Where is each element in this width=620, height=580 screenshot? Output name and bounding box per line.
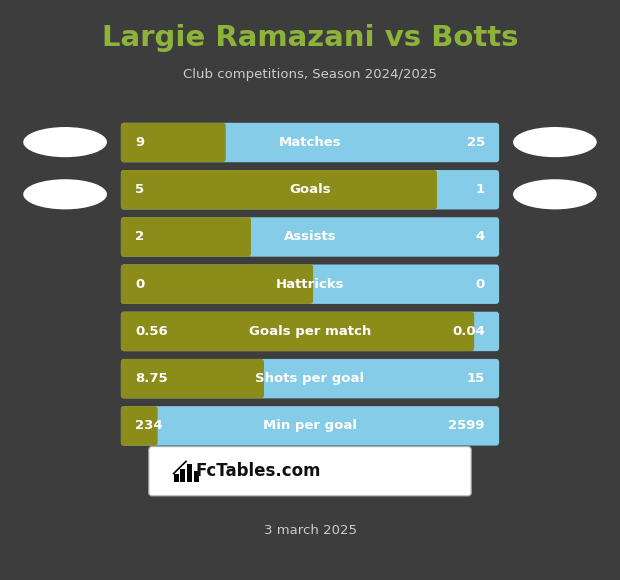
Bar <box>456 314 471 348</box>
Text: 8.75: 8.75 <box>135 372 168 385</box>
Text: Min per goal: Min per goal <box>263 419 357 432</box>
Text: 9: 9 <box>135 136 144 149</box>
Text: 1: 1 <box>476 183 485 196</box>
Text: Hattricks: Hattricks <box>276 278 344 291</box>
Text: 3 march 2025: 3 march 2025 <box>264 524 356 537</box>
Bar <box>194 471 199 481</box>
Text: Matches: Matches <box>278 136 342 149</box>
FancyBboxPatch shape <box>121 359 264 398</box>
FancyBboxPatch shape <box>121 311 499 351</box>
Text: 2: 2 <box>135 230 144 244</box>
Bar <box>180 469 185 481</box>
Bar <box>246 362 261 396</box>
FancyBboxPatch shape <box>121 170 499 209</box>
Text: 0: 0 <box>476 278 485 291</box>
Bar <box>294 267 310 301</box>
FancyBboxPatch shape <box>121 406 499 445</box>
FancyBboxPatch shape <box>121 123 226 162</box>
Text: 4: 4 <box>476 230 485 244</box>
Bar <box>174 473 179 481</box>
Text: 0.04: 0.04 <box>452 325 485 338</box>
Text: Club competitions, Season 2024/2025: Club competitions, Season 2024/2025 <box>183 68 437 81</box>
FancyBboxPatch shape <box>121 406 157 445</box>
FancyBboxPatch shape <box>121 311 474 351</box>
FancyBboxPatch shape <box>121 264 313 304</box>
Bar <box>187 464 192 481</box>
Text: 2599: 2599 <box>448 419 485 432</box>
Text: Goals per match: Goals per match <box>249 325 371 338</box>
FancyBboxPatch shape <box>121 218 251 257</box>
FancyBboxPatch shape <box>121 218 499 257</box>
Text: 0.56: 0.56 <box>135 325 168 338</box>
Bar <box>139 409 154 443</box>
Text: FcTables.com: FcTables.com <box>195 462 321 480</box>
FancyBboxPatch shape <box>121 123 499 162</box>
Ellipse shape <box>23 179 107 209</box>
FancyBboxPatch shape <box>149 447 471 496</box>
Bar <box>207 126 223 160</box>
Text: Goals: Goals <box>289 183 331 196</box>
Text: 234: 234 <box>135 419 163 432</box>
Text: Assists: Assists <box>284 230 336 244</box>
Text: Shots per goal: Shots per goal <box>255 372 365 385</box>
Text: 25: 25 <box>467 136 485 149</box>
Ellipse shape <box>513 179 596 209</box>
Ellipse shape <box>513 127 596 157</box>
Text: 5: 5 <box>135 183 144 196</box>
Text: Largie Ramazani vs Botts: Largie Ramazani vs Botts <box>102 24 518 52</box>
Bar <box>232 220 248 254</box>
FancyBboxPatch shape <box>121 359 499 398</box>
Bar <box>418 173 434 206</box>
Text: 0: 0 <box>135 278 144 291</box>
Ellipse shape <box>23 127 107 157</box>
FancyBboxPatch shape <box>121 170 437 209</box>
FancyBboxPatch shape <box>121 264 499 304</box>
Text: 15: 15 <box>467 372 485 385</box>
